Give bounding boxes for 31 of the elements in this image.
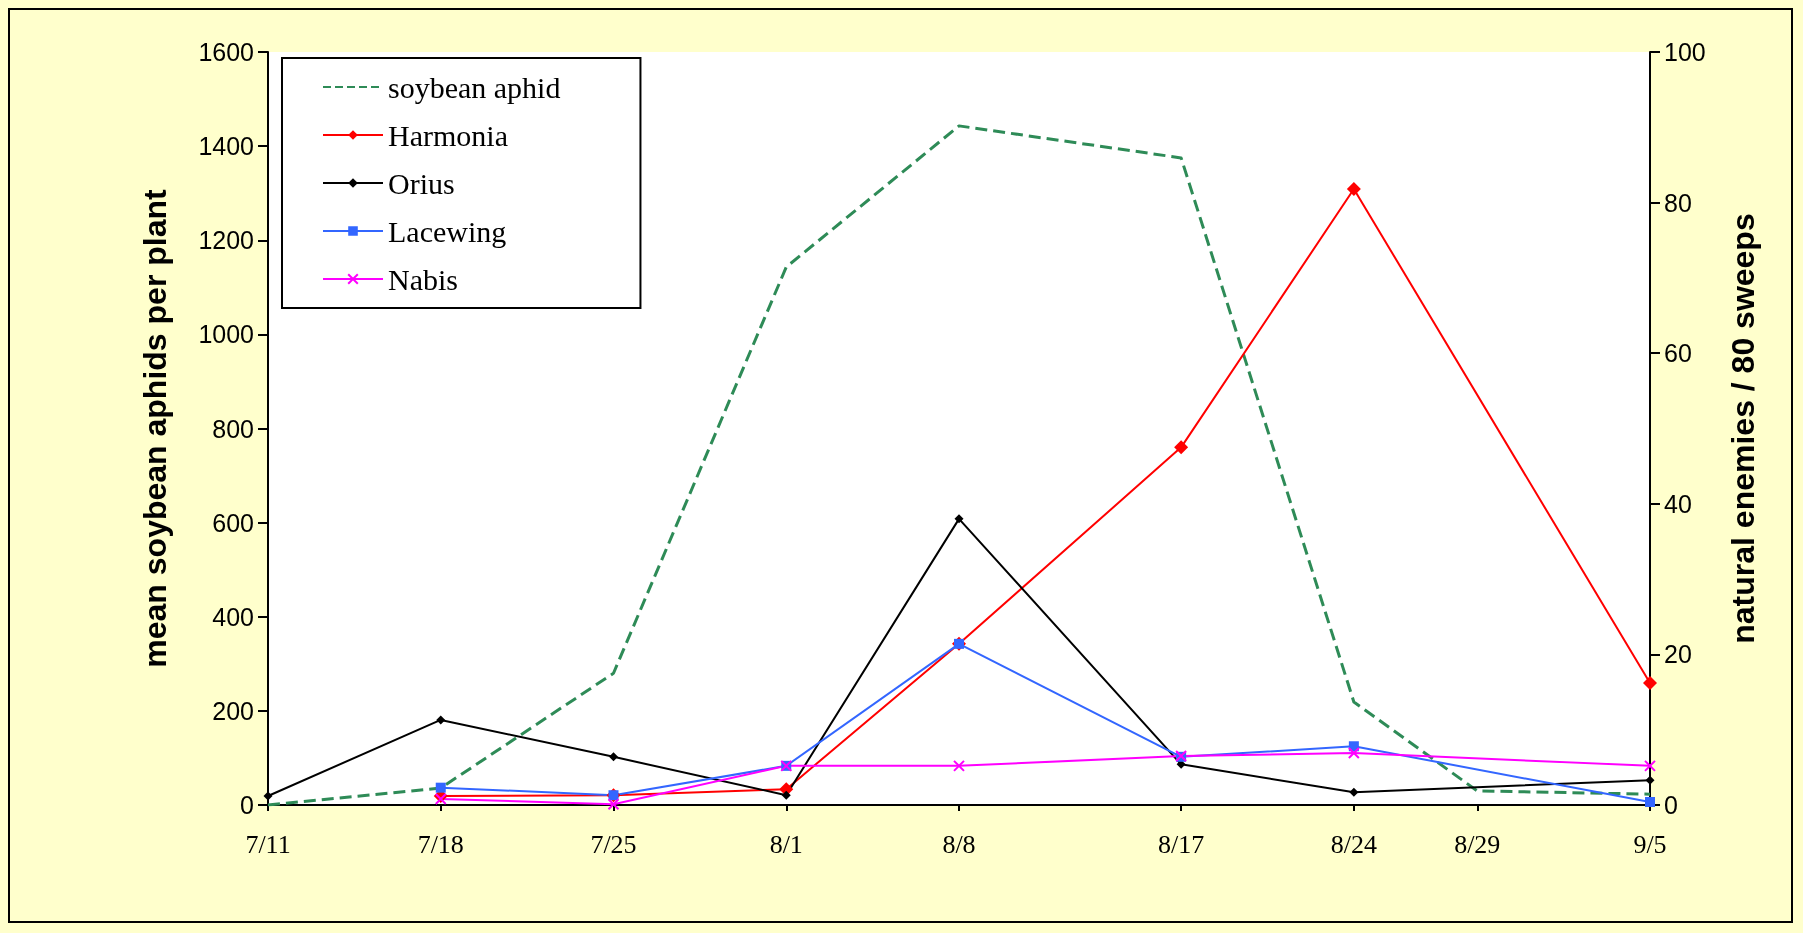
legend-label: Nabis: [388, 262, 458, 296]
legend-label: Orius: [388, 166, 455, 200]
y2-tick-label: 80: [1664, 188, 1692, 217]
y-tick-label: 400: [212, 602, 254, 631]
y-tick-label: 1400: [198, 132, 254, 161]
x-tick-label: 7/25: [590, 829, 637, 859]
y2-tick-label: 20: [1664, 640, 1692, 669]
y-tick-label: 1200: [198, 226, 254, 255]
legend-label: Lacewing: [388, 214, 507, 248]
y-tick-label: 600: [212, 508, 254, 537]
y-tick-label: 200: [212, 696, 254, 725]
y2-tick-label: 100: [1664, 38, 1706, 66]
legend-label: Harmonia: [388, 118, 508, 152]
y2-tick-label: 40: [1664, 489, 1692, 518]
x-tick-label: 8/24: [1330, 829, 1377, 859]
legend-label: soybean aphid: [388, 70, 561, 104]
y2-tick-label: 0: [1664, 791, 1678, 819]
y-tick-label: 0: [240, 791, 254, 819]
x-tick-label: 7/11: [245, 829, 291, 859]
y2-tick-label: 60: [1664, 339, 1692, 368]
x-tick-label: 8/17: [1157, 829, 1205, 859]
x-tick-label: 8/29: [1454, 829, 1501, 859]
x-tick-label: 9/5: [1633, 829, 1667, 859]
y-tick-label: 1000: [198, 320, 254, 349]
x-tick-label: 8/8: [942, 829, 976, 859]
x-tick-label: 7/18: [417, 829, 464, 859]
y-tick-label: 1600: [198, 38, 254, 66]
x-tick-label: 8/1: [769, 829, 803, 859]
y-axis-title: mean soybean aphids per plant: [137, 188, 173, 668]
y2-axis-title: natural enemies / 80 sweeps: [1725, 213, 1761, 644]
y-tick-label: 800: [212, 414, 254, 443]
